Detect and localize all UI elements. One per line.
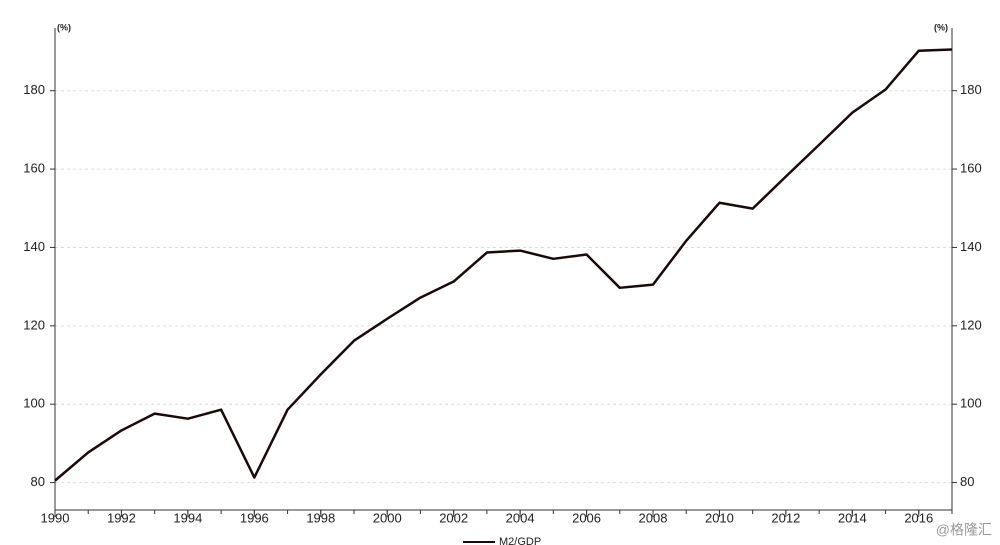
y-tick-label: 100 xyxy=(23,396,45,411)
watermark: @格隆汇 xyxy=(936,522,992,538)
y-tick-label: 120 xyxy=(23,317,45,332)
y-tick-label: 80 xyxy=(31,474,45,489)
y2-tick-label: 80 xyxy=(960,474,974,489)
y-unit: (%) xyxy=(57,22,71,32)
x-tick-label: 2004 xyxy=(506,510,535,525)
y2-tick-label: 160 xyxy=(960,161,982,176)
x-tick-label: 1990 xyxy=(41,510,70,525)
y-tick-label: 160 xyxy=(23,161,45,176)
x-tick-label: 2012 xyxy=(771,510,800,525)
x-tick-label: 2002 xyxy=(439,510,468,525)
y-tick-label: 140 xyxy=(23,239,45,254)
legend-label: M2/GDP xyxy=(499,536,541,545)
x-tick-label: 1994 xyxy=(173,510,202,525)
x-tick-label: 2014 xyxy=(838,510,867,525)
y2-unit: (%) xyxy=(934,22,948,32)
x-tick-label: 2016 xyxy=(904,510,933,525)
x-tick-label: 2006 xyxy=(572,510,601,525)
x-tick-label: 1992 xyxy=(107,510,136,525)
y-tick-label: 180 xyxy=(23,82,45,97)
x-tick-label: 1996 xyxy=(240,510,269,525)
y2-tick-label: 140 xyxy=(960,239,982,254)
y2-tick-label: 180 xyxy=(960,82,982,97)
x-tick-label: 1998 xyxy=(306,510,335,525)
line-series xyxy=(54,48,953,482)
x-tick-label: 2000 xyxy=(373,510,402,525)
y2-tick-label: 120 xyxy=(960,317,982,332)
y2-tick-label: 100 xyxy=(960,396,982,411)
x-tick-label: 2008 xyxy=(639,510,668,525)
x-tick-label: 2010 xyxy=(705,510,734,525)
